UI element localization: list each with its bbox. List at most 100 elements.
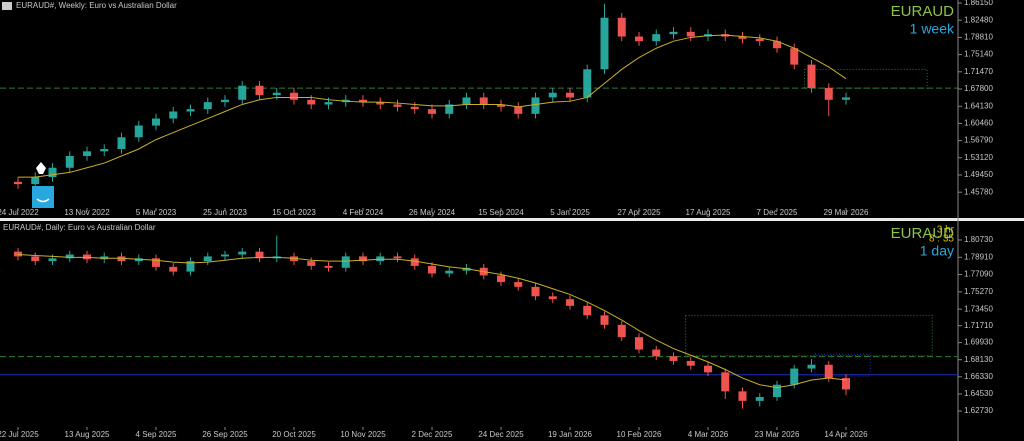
candle-body bbox=[428, 265, 436, 274]
x-tick-label: 13 Nov 2022 bbox=[64, 208, 110, 217]
candle-body bbox=[617, 17, 626, 37]
x-tick-label: 23 Mar 2026 bbox=[755, 430, 800, 439]
x-tick-label: 10 Nov 2025 bbox=[340, 430, 386, 439]
candle-body bbox=[686, 360, 695, 366]
candle-body bbox=[497, 104, 505, 107]
candle-body bbox=[410, 258, 419, 266]
chart-title: EURAUD#, Weekly: Euro vs Australian Doll… bbox=[16, 1, 177, 10]
candle-body bbox=[514, 282, 523, 287]
candle-body bbox=[290, 92, 298, 100]
candle-body bbox=[376, 102, 385, 105]
candle-body bbox=[14, 251, 22, 257]
candle-body bbox=[514, 106, 523, 114]
candle-body bbox=[445, 104, 454, 114]
candle-body bbox=[238, 251, 247, 255]
app-icon[interactable] bbox=[32, 186, 54, 208]
candle-body bbox=[704, 365, 712, 373]
candle-body bbox=[48, 258, 57, 262]
candle-body bbox=[203, 102, 212, 110]
y-tick-label: 1.69930 bbox=[964, 338, 993, 347]
candle-body bbox=[169, 111, 178, 119]
candle-body bbox=[617, 324, 626, 338]
candle-body bbox=[152, 258, 160, 267]
candle-body bbox=[686, 31, 695, 37]
zone bbox=[814, 353, 871, 377]
y-tick-label: 1.64130 bbox=[964, 101, 993, 110]
candle-body bbox=[117, 137, 126, 149]
candle-body bbox=[635, 36, 643, 42]
zone bbox=[804, 68, 928, 89]
candle-body bbox=[186, 109, 195, 112]
candle-body bbox=[773, 384, 781, 398]
candle-body bbox=[31, 256, 40, 262]
x-tick-label: 10 Feb 2026 bbox=[617, 430, 662, 439]
candle-body bbox=[669, 356, 678, 361]
candle-body bbox=[324, 102, 333, 105]
candle-body bbox=[445, 270, 454, 274]
candle-body bbox=[255, 251, 264, 259]
candle-body bbox=[566, 92, 574, 98]
candle-body bbox=[755, 38, 764, 42]
app-icon-face bbox=[36, 198, 50, 203]
x-tick-label: 4 Mar 2026 bbox=[688, 430, 729, 439]
y-tick-label: 1.64530 bbox=[964, 389, 993, 398]
x-tick-label: 26 May 2024 bbox=[409, 208, 456, 217]
timer-label: 8 : 35 bbox=[929, 234, 954, 245]
candle-body bbox=[203, 256, 212, 262]
candle-body bbox=[255, 85, 264, 96]
candle-body bbox=[531, 97, 540, 114]
candle-body bbox=[497, 275, 505, 283]
x-tick-label: 5 Mar 2023 bbox=[136, 208, 177, 217]
candle-body bbox=[807, 64, 816, 89]
candle-body bbox=[48, 167, 57, 178]
chart-layer: 1.86150 1.82480 1.78810 1.75140 1.71470 1.678… bbox=[0, 0, 993, 439]
x-tick-label: 7 Dec 2025 bbox=[757, 208, 798, 217]
candle-body bbox=[583, 69, 592, 98]
candle-body bbox=[600, 17, 609, 70]
candle-body bbox=[65, 156, 74, 168]
pen-icon[interactable] bbox=[36, 162, 46, 174]
candle-body bbox=[307, 99, 316, 105]
candle-body bbox=[169, 266, 178, 272]
y-tick-label: 1.71710 bbox=[964, 321, 993, 330]
x-tick-label: 15 Sep 2024 bbox=[478, 208, 524, 217]
candle-body bbox=[738, 391, 747, 401]
x-tick-label: 24 Jul 2022 bbox=[0, 208, 39, 217]
candle-body bbox=[359, 256, 367, 262]
candle-body bbox=[531, 286, 540, 297]
candle-body bbox=[186, 261, 195, 272]
x-tick-label: 24 Dec 2025 bbox=[478, 430, 524, 439]
candle-body bbox=[393, 104, 402, 107]
candle-body bbox=[31, 177, 40, 185]
x-tick-label: 14 Apr 2026 bbox=[824, 430, 868, 439]
x-tick-label: 22 Jul 2025 bbox=[0, 430, 39, 439]
period-label: 1 day bbox=[920, 243, 954, 259]
x-tick-label: 27 Apr 2025 bbox=[617, 208, 661, 217]
candle-body bbox=[152, 118, 160, 126]
y-tick-label: 1.49450 bbox=[964, 170, 993, 179]
period-label: 1 week bbox=[910, 21, 955, 37]
candle-body bbox=[773, 41, 781, 49]
y-tick-label: 1.45780 bbox=[964, 187, 993, 196]
y-tick-label: 1.78910 bbox=[964, 252, 993, 261]
candle-body bbox=[428, 109, 436, 114]
y-tick-label: 1.56790 bbox=[964, 136, 993, 145]
y-tick-label: 1.68130 bbox=[964, 355, 993, 364]
moving-average bbox=[18, 34, 847, 178]
candle-body bbox=[341, 256, 350, 268]
candle-body bbox=[393, 256, 402, 259]
candle-body bbox=[221, 254, 229, 257]
y-tick-label: 1.75270 bbox=[964, 287, 993, 296]
y-tick-label: 1.73450 bbox=[964, 304, 993, 313]
candle-body bbox=[669, 31, 678, 35]
candle-body bbox=[721, 372, 730, 392]
candle-body bbox=[83, 151, 91, 157]
zone bbox=[685, 314, 933, 357]
y-tick-label: 1.71470 bbox=[964, 67, 993, 76]
candle-body bbox=[807, 364, 816, 369]
window-icon bbox=[2, 2, 12, 10]
x-tick-label: 13 Aug 2025 bbox=[65, 430, 110, 439]
y-tick-label: 1.60460 bbox=[964, 119, 993, 128]
x-tick-label: 15 Oct 2023 bbox=[272, 208, 316, 217]
